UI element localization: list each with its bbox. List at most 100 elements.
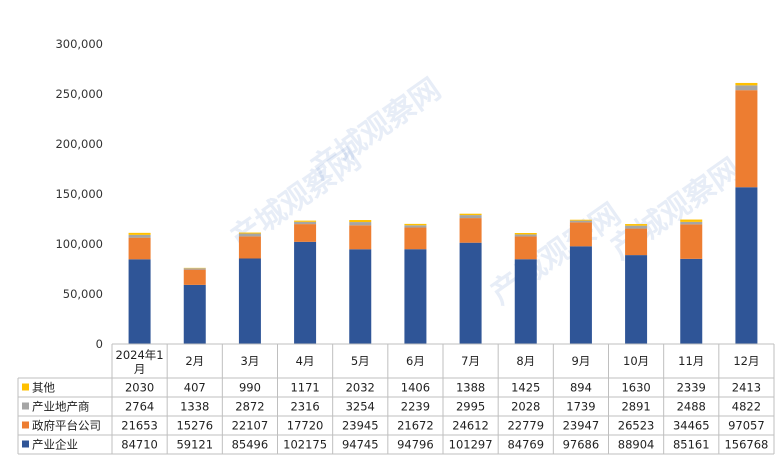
data-value: 2239 (401, 400, 430, 414)
category-label: 12月 (733, 354, 759, 368)
bar-segment (459, 242, 482, 344)
data-value: 2488 (677, 400, 706, 414)
data-value: 21672 (397, 419, 434, 433)
bar-segment (625, 228, 648, 256)
series-label: 产业企业 (32, 438, 78, 452)
data-value: 2032 (346, 381, 375, 395)
category-label: 3月 (241, 354, 260, 368)
data-value: 3254 (346, 400, 375, 414)
bar-segment (514, 234, 537, 237)
data-value: 24612 (452, 419, 489, 433)
data-value: 2891 (621, 400, 650, 414)
bar-segment (294, 224, 317, 242)
bar-segment (735, 90, 758, 188)
data-value: 2030 (125, 381, 154, 395)
data-value: 85496 (232, 438, 269, 452)
category-label: 4月 (296, 354, 315, 368)
category-label: 2月 (185, 354, 204, 368)
bar-segment (128, 234, 151, 238)
bar-segment (680, 258, 703, 344)
data-value: 2872 (235, 400, 264, 414)
bar-segment (514, 236, 537, 260)
data-value: 59121 (176, 438, 213, 452)
category-label: 10月 (623, 354, 649, 368)
data-value: 2764 (125, 400, 154, 414)
data-value: 1630 (621, 381, 650, 395)
legend-key (22, 421, 29, 429)
data-value: 97057 (728, 419, 765, 433)
series-label: 政府平台公司 (32, 419, 101, 433)
y-axis: 0 50,000 100,000 150,000 200,000 250,000 300,0… (55, 37, 103, 351)
bar-segment (238, 258, 261, 344)
bar-segment (238, 236, 261, 259)
legend-key (22, 440, 29, 448)
bar-segment (128, 259, 151, 344)
data-value: 156768 (724, 438, 768, 452)
bar-segment (569, 222, 592, 247)
bar-segment (238, 233, 261, 237)
bar-segment (625, 255, 648, 344)
data-value: 26523 (618, 419, 655, 433)
data-value: 102175 (283, 438, 327, 452)
category-label: 11月 (678, 354, 704, 368)
bar-segment (294, 241, 317, 344)
bar-segment (735, 187, 758, 344)
bar-segment (128, 232, 151, 235)
bar-segment (294, 220, 317, 222)
data-value: 94796 (397, 438, 434, 452)
data-value: 1739 (566, 400, 595, 414)
data-value: 23947 (563, 419, 600, 433)
bar-segment (625, 225, 648, 229)
legend-key (22, 402, 29, 410)
y-tick-label: 300,000 (55, 37, 103, 51)
bar-segment (404, 225, 427, 228)
data-value: 1406 (401, 381, 430, 395)
y-tick-label: 150,000 (55, 187, 103, 201)
bar-segment (349, 225, 372, 250)
series-label: 产业地产商 (32, 400, 90, 414)
bar-segment (404, 223, 427, 226)
bar-segment (128, 237, 151, 260)
bar-segment (680, 224, 703, 259)
data-value: 2995 (456, 400, 485, 414)
data-value: 1388 (456, 381, 485, 395)
y-tick-label: 0 (96, 337, 103, 351)
data-value: 21653 (121, 419, 158, 433)
bar-segment (680, 221, 703, 225)
watermark-text: 产城观察网 (485, 197, 628, 312)
bar-segment (459, 213, 482, 216)
category-label: 5月 (351, 354, 370, 368)
bar-segment (183, 268, 206, 270)
y-tick-label: 200,000 (55, 137, 103, 151)
category-label: 9月 (572, 354, 591, 368)
data-value: 101297 (449, 438, 493, 452)
bar-segment (625, 224, 648, 226)
bar-segment (514, 259, 537, 344)
bar-segment (404, 249, 427, 344)
category-label: 6月 (406, 354, 425, 368)
data-value: 2339 (677, 381, 706, 395)
category-label: 月 (134, 362, 146, 376)
category-label: 8月 (516, 354, 535, 368)
bar-segment (569, 219, 592, 221)
legend-key (22, 383, 29, 391)
data-value: 1338 (180, 400, 209, 414)
data-value: 94745 (342, 438, 379, 452)
data-value: 15276 (176, 419, 213, 433)
watermark-text: 产城观察网 (305, 72, 448, 187)
data-value: 2028 (511, 400, 540, 414)
bar-segment (459, 218, 482, 243)
bar-segment (514, 232, 537, 235)
bar-segment (349, 249, 372, 344)
data-value: 34465 (673, 419, 710, 433)
data-value: 17720 (287, 419, 324, 433)
category-label: 7月 (461, 354, 480, 368)
data-value: 894 (570, 381, 592, 395)
bar-segment (459, 215, 482, 219)
bar-segment (349, 220, 372, 223)
bar-segment (294, 221, 317, 225)
data-value: 2316 (290, 400, 319, 414)
category-label: 2024年1 (116, 348, 164, 362)
